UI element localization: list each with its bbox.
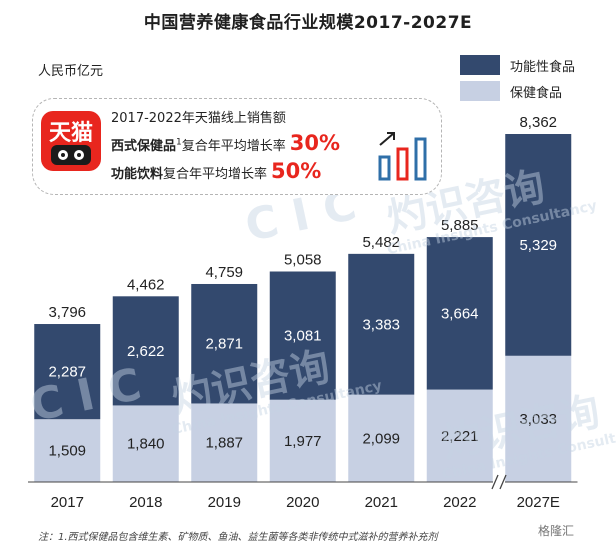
legend-label-health-food: 保健食品 [510,85,563,101]
bar-segment-functional-food [34,324,101,420]
tmall-logo: 天猫 [41,111,101,171]
total-label: 5,885 [441,217,479,234]
chart-title: 中国营养健康食品行业规模2017-2027E [143,13,473,33]
data-label-functional-food: 5,329 [519,237,557,254]
data-label-health-food: 1,977 [284,433,322,450]
legend-label-functional-food: 功能性食品 [510,59,576,75]
bar-segment-functional-food [191,283,258,404]
source-badge: 格隆汇 [538,524,575,538]
total-label: 4,462 [127,276,165,293]
axis-break-mark [499,474,507,490]
legend-swatch-functional-food [460,55,500,75]
functional-drinks-cagr-label: 复合年平均增长率 [163,167,268,182]
data-label-health-food: 2,099 [362,430,400,447]
x-tick-label: 2020 [286,494,319,511]
bar-segment-health-food [191,403,258,482]
data-label-functional-food: 2,622 [127,343,165,360]
total-label: 5,482 [362,234,400,251]
tmall-right-eye-icon [74,150,84,160]
bar-segment-functional-food [112,296,179,406]
data-label-health-food: 3,033 [519,411,557,428]
x-tick-label: 2019 [208,494,241,511]
total-label: 8,362 [519,114,557,131]
western-supplements-label: 西式保健品 [111,139,177,154]
data-label-functional-food: 2,287 [48,364,86,381]
data-label-functional-food: 3,664 [441,305,479,322]
tmall-callout: 天猫 2017-2022年天猫线上销售额 西式保健品1复合年平均增长率 30% 功… [32,98,442,195]
bar-segment-functional-food [348,253,415,395]
x-tick-label: 2017 [51,494,84,511]
total-label: 4,759 [205,264,243,281]
tmall-logo-text: 天猫 [48,121,93,146]
x-tick-label: 2022 [443,494,476,511]
x-tick-label: 2018 [129,494,162,511]
bar-segment-health-food [348,394,415,482]
callout-line-title: 2017-2022年天猫线上销售额 [111,111,286,126]
footnote: 注：1.西式保健品包含维生素、矿物质、鱼油、益生菌等各类非传统中式滋补的营养补充… [38,532,438,543]
bar-segment-functional-food [505,134,572,356]
legend-item-health-food: 保健食品 [460,78,575,104]
data-label-health-food: 1,840 [127,436,165,453]
growth-chart-icon [378,132,427,181]
data-label-health-food: 1,887 [205,435,243,452]
functional-drinks-cagr-value: 50% [271,159,322,183]
x-tick-label: 2027E [517,494,560,511]
bar-segment-health-food [426,389,493,482]
unit-label: 人民币亿元 [38,64,104,79]
bar-segment-functional-food [426,237,493,390]
western-supplements-cagr-label: 复合年平均增长率 [181,139,286,154]
callout-line-functional-drinks: 功能饮料复合年平均增长率 50% [111,159,321,183]
data-label-health-food: 1,509 [48,443,86,460]
total-label: 3,796 [48,304,86,321]
tmall-cat-face-icon [51,145,91,165]
data-label-functional-food: 3,383 [362,316,400,333]
x-tick-label: 2021 [365,494,398,511]
legend-item-functional-food: 功能性食品 [460,52,575,78]
bar-segment-functional-food [269,271,336,400]
bar-segment-health-food [112,405,179,482]
data-label-functional-food: 3,081 [284,328,322,345]
legend: 功能性食品 保健食品 [460,52,575,104]
total-label: 5,058 [284,252,322,269]
data-label-health-food: 2,221 [441,428,479,445]
callout-line-western-supplements: 西式保健品1复合年平均增长率 30% [111,131,340,155]
data-label-functional-food: 2,871 [205,336,243,353]
axis-break-mark [491,474,499,490]
functional-drinks-label: 功能饮料 [111,167,164,182]
bar-segment-health-food [505,355,572,482]
tmall-left-eye-icon [58,150,68,160]
bar-segment-health-food [34,419,101,482]
bar-segment-health-food [269,399,336,482]
footnote-marker: 1 [176,137,182,148]
western-supplements-cagr-value: 30% [289,131,341,155]
legend-swatch-health-food [460,81,500,101]
